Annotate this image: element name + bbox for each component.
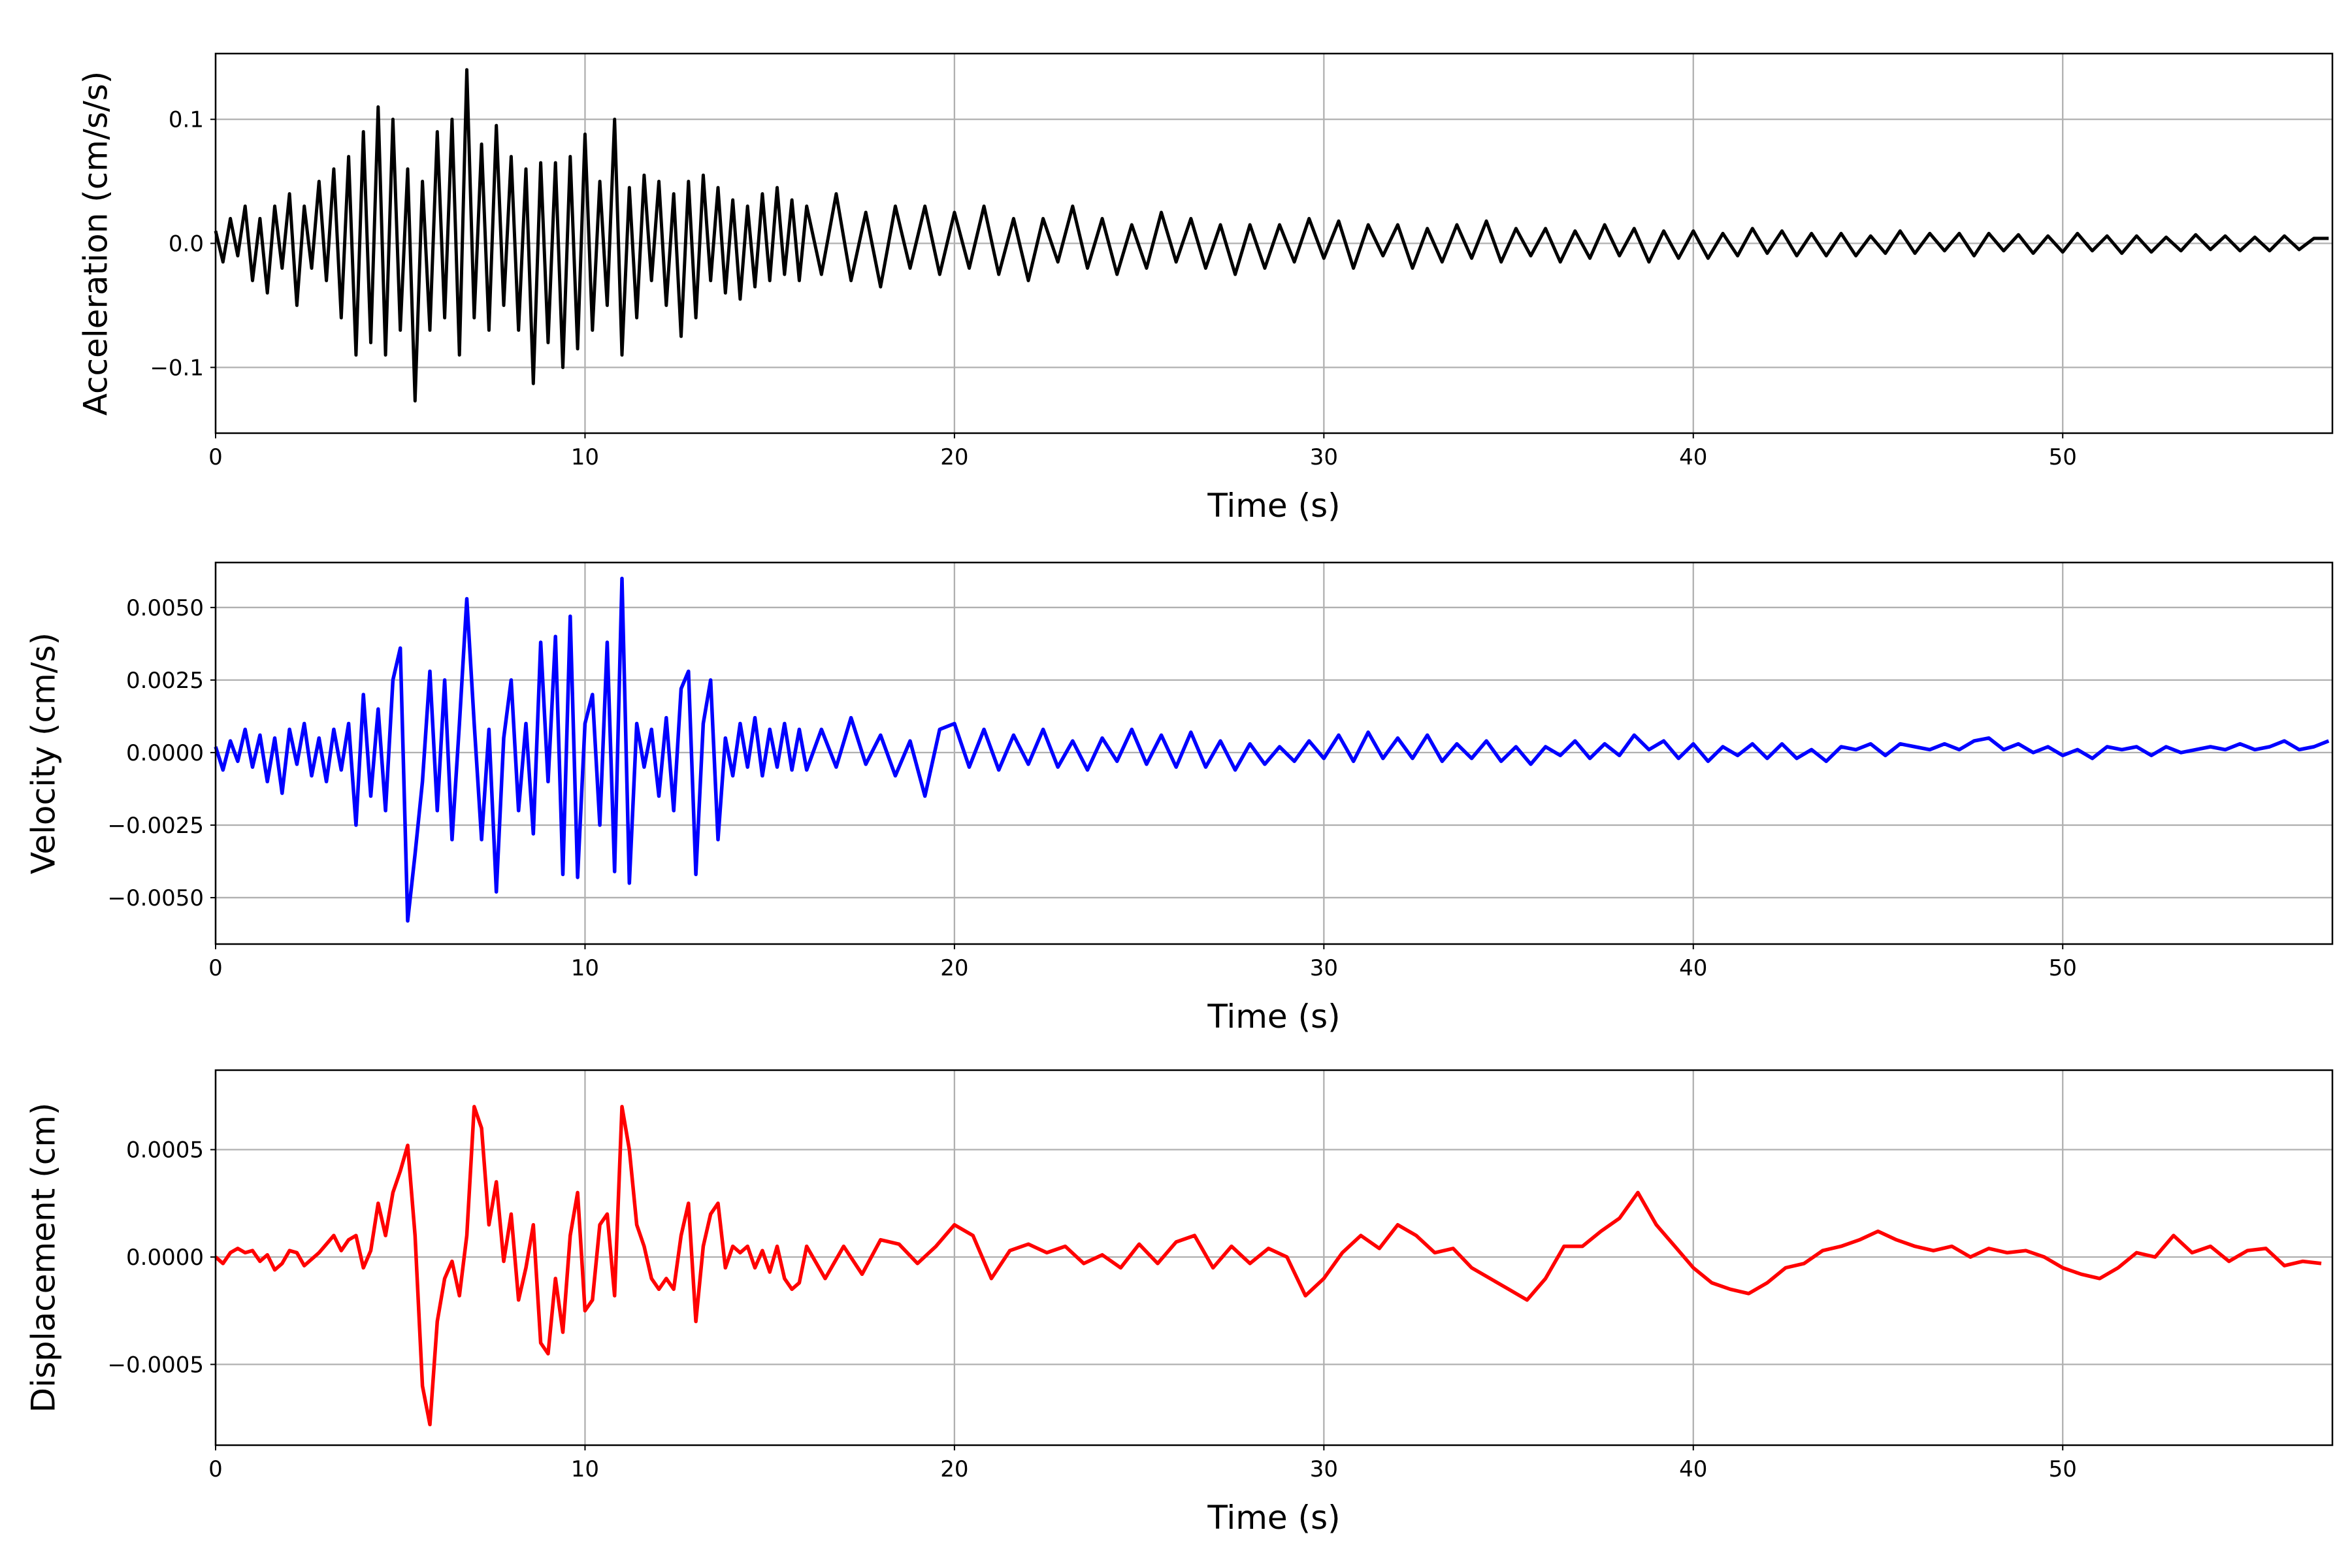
y-axis-label: Velocity (cm/s) — [25, 632, 63, 874]
velocity-series-line — [214, 576, 2330, 923]
x-tick-label: 0 — [208, 1456, 223, 1482]
y-tick-label: 0.0000 — [126, 1245, 204, 1271]
y-tick-label: 0.1 — [169, 107, 204, 133]
x-tick-label: 20 — [940, 1456, 968, 1482]
x-tick-label: 20 — [940, 444, 968, 470]
x-tick-label: 40 — [1679, 955, 1707, 981]
y-tick-label: 0.0 — [169, 231, 204, 257]
x-tick-label: 40 — [1679, 1456, 1707, 1482]
x-tick-label: 30 — [1310, 955, 1338, 981]
displacement-series-line — [214, 1105, 2322, 1427]
y-tick-label: 0.0025 — [126, 668, 204, 694]
acceleration-series-line — [214, 68, 2329, 403]
x-tick-label: 0 — [208, 444, 223, 470]
x-tick-label: 50 — [2049, 444, 2077, 470]
x-tick-label: 10 — [571, 955, 599, 981]
x-tick-label: 0 — [208, 955, 223, 981]
y-tick-label: 0.0050 — [126, 595, 204, 621]
y-axis-label: Displacement (cm) — [25, 1103, 63, 1413]
x-tick-label: 30 — [1310, 444, 1338, 470]
axes-frame — [214, 561, 2334, 945]
velocity-axes: 0 10 20 30 40 50 −0.0050 −0.0025 0.0000 0.0025 0.0… — [25, 561, 2334, 1036]
y-tick-label: −0.0050 — [108, 885, 204, 911]
y-tick-label: −0.0025 — [108, 813, 204, 839]
y-tick-label: 0.0000 — [126, 740, 204, 766]
acceleration-axes: 0 10 20 30 40 50 −0.1 0.0 0.1 Time (s) Acceleratio… — [77, 52, 2334, 525]
x-tick-label: 40 — [1679, 444, 1707, 470]
x-axis-label: Time (s) — [1207, 998, 1340, 1036]
x-tick-label: 10 — [571, 444, 599, 470]
y-axis-label: Acceleration (cm/s/s) — [77, 71, 115, 416]
axes-frame — [214, 1069, 2334, 1446]
x-tick-label: 30 — [1310, 1456, 1338, 1482]
x-tick-label: 20 — [940, 955, 968, 981]
displacement-axes: 0 10 20 30 40 50 −0.0005 0.0000 0.0005 Time (s) Di… — [25, 1069, 2334, 1537]
y-tick-label: 0.0005 — [126, 1137, 204, 1164]
x-axis-label: Time (s) — [1207, 1499, 1340, 1537]
y-tick-label: −0.1 — [150, 355, 204, 381]
x-tick-label: 10 — [571, 1456, 599, 1482]
y-tick-label: −0.0005 — [108, 1352, 204, 1378]
axes-frame — [214, 52, 2334, 434]
x-tick-label: 50 — [2049, 955, 2077, 981]
x-axis-label: Time (s) — [1207, 487, 1340, 525]
x-tick-label: 50 — [2049, 1456, 2077, 1482]
